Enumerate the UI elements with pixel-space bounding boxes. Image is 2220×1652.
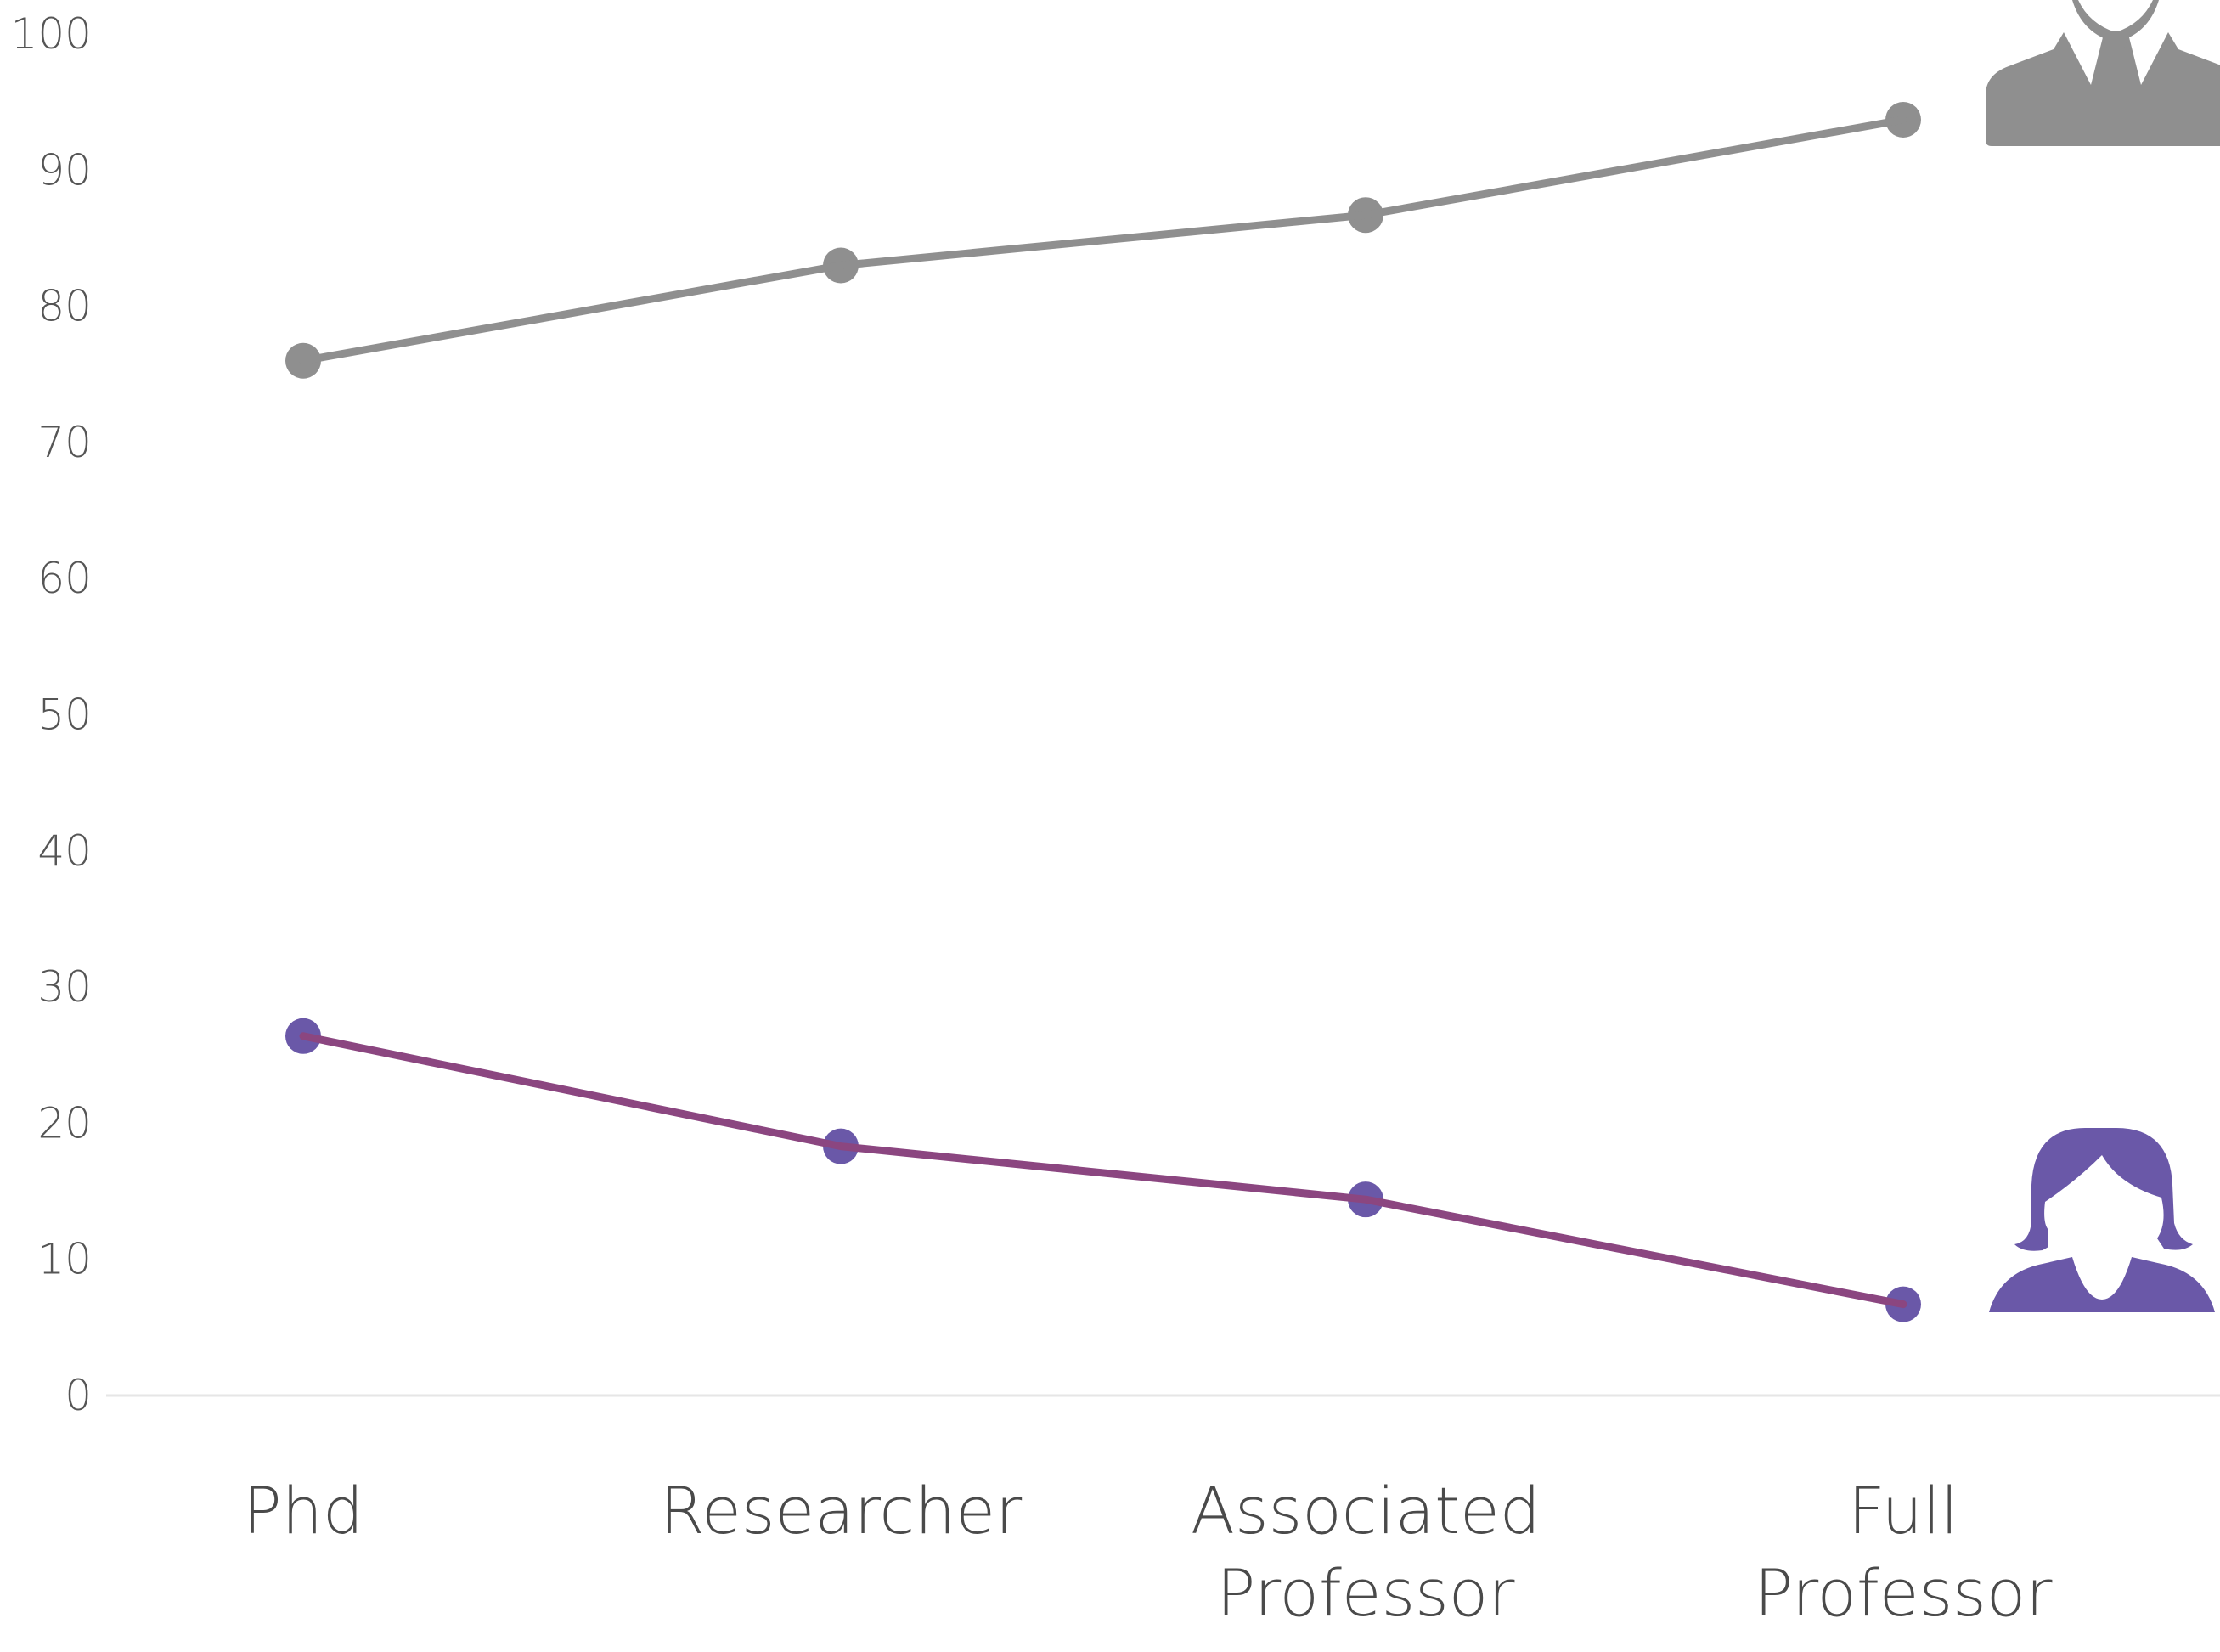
y-tick-label: 20	[37, 1098, 92, 1147]
x-tick-label: Phd	[243, 1473, 363, 1548]
x-tick-label-line: Full	[1848, 1473, 1958, 1548]
series-men	[285, 101, 1921, 379]
woman-icon	[1989, 1128, 2215, 1312]
y-tick-label: 30	[37, 962, 92, 1012]
y-tick-label: 100	[11, 9, 92, 59]
y-tick-label: 40	[37, 826, 92, 876]
y-tick-label: 70	[37, 418, 92, 467]
man-icon	[1986, 0, 2220, 146]
series-line-women	[299, 1032, 1907, 1309]
series-women	[285, 1018, 1921, 1322]
x-tick-label-line: Phd	[243, 1473, 363, 1548]
x-tick-label-line: Professor	[1754, 1555, 2053, 1631]
x-tick-label: Researcher	[660, 1473, 1023, 1548]
y-axis: 0 10 20 30 40 50 60 70 80 90 100	[11, 9, 92, 1420]
y-tick-label: 0	[65, 1371, 92, 1420]
y-tick-label: 80	[37, 282, 92, 331]
series-line-men	[299, 116, 1907, 365]
y-tick-label: 50	[37, 691, 92, 740]
x-tick-label-line: Researcher	[660, 1473, 1023, 1548]
x-tick-label: Associated Professor	[1191, 1473, 1541, 1631]
x-tick-label-line: Professor	[1216, 1555, 1515, 1631]
series-layer	[285, 101, 1921, 1322]
x-tick-label: Full Professor	[1754, 1473, 2053, 1631]
y-tick-label: 10	[37, 1235, 92, 1284]
y-tick-label: 90	[37, 145, 92, 195]
y-tick-label: 60	[37, 554, 92, 603]
x-tick-label-line: Associated	[1191, 1473, 1541, 1548]
